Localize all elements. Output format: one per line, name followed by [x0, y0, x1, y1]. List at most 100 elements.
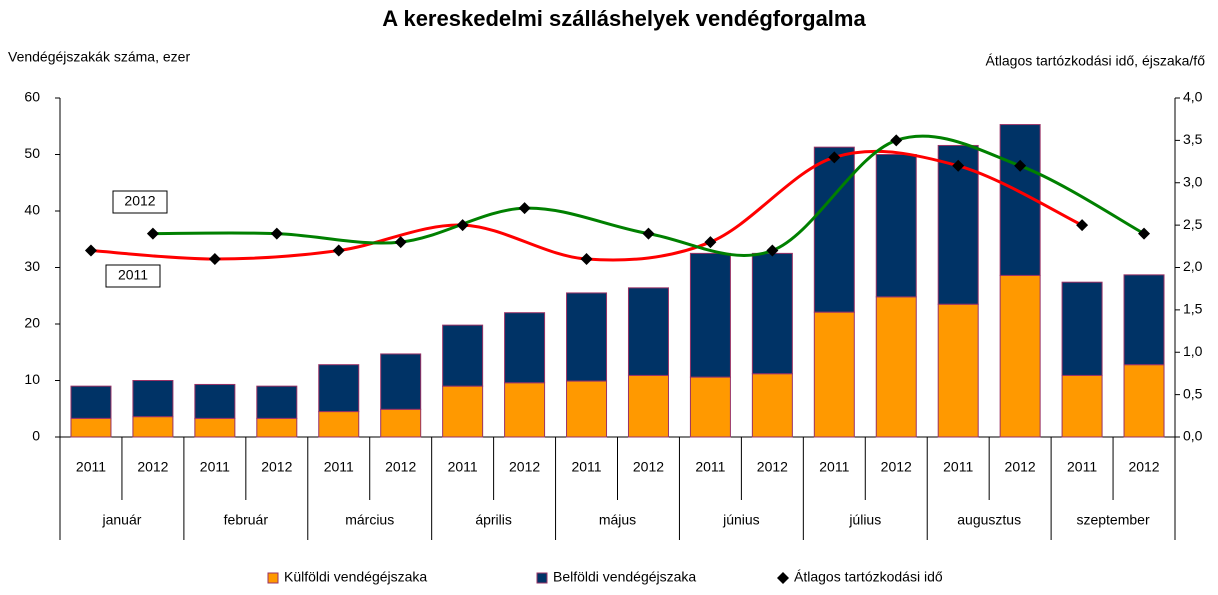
marker	[890, 134, 903, 147]
y-tick-label: 40	[24, 202, 40, 218]
bar-segment	[566, 292, 608, 382]
y2-tick-label: 0,5	[1183, 385, 1203, 401]
x-tick-label: 2012	[1005, 459, 1036, 475]
x-tick-label: 2012	[757, 459, 788, 475]
marker	[704, 236, 717, 249]
marker	[208, 253, 221, 266]
group-label: július	[848, 512, 881, 528]
marker	[270, 227, 283, 240]
bar-segment	[937, 144, 979, 305]
bar-segment	[504, 382, 546, 438]
y2-tick-label: 0,0	[1183, 428, 1203, 444]
y-tick-label: 10	[24, 371, 40, 387]
bar-segment	[380, 353, 422, 410]
y2-tick-label: 4,0	[1183, 89, 1203, 105]
bar-segment	[566, 380, 608, 438]
x-tick-label: 2012	[385, 459, 416, 475]
x-tick-label: 2012	[881, 459, 912, 475]
trend-line	[90, 149, 1083, 262]
x-tick-label: 2012	[1128, 459, 1159, 475]
y-tick-label: 20	[24, 315, 40, 331]
bar-segment	[256, 417, 298, 438]
marker	[1014, 159, 1027, 172]
bar-segment	[875, 154, 917, 298]
marker	[456, 219, 469, 232]
marker	[642, 227, 655, 240]
bar-segment	[380, 408, 422, 438]
chart-title: A kereskedelmi szálláshelyek vendégforga…	[382, 6, 866, 31]
group-label: január	[101, 512, 141, 528]
bar-segment	[689, 252, 731, 378]
bar-segment	[937, 303, 979, 438]
x-tick-label: 2011	[819, 459, 849, 475]
marker	[952, 159, 965, 172]
bar-segment	[194, 383, 236, 419]
legend-label: Átlagos tartózkodási idő	[794, 569, 943, 585]
bar-segment	[256, 385, 298, 419]
group-label: április	[475, 512, 512, 528]
bar-segment	[194, 417, 236, 438]
y2-tick-label: 2,5	[1183, 216, 1203, 232]
bar-segment	[318, 411, 360, 438]
bar-segment	[318, 364, 360, 413]
y-tick-label: 30	[24, 258, 40, 274]
x-tick-label: 2011	[571, 459, 601, 475]
x-tick-label: 2012	[633, 459, 664, 475]
legend-swatch	[536, 572, 548, 584]
bar-segment	[751, 252, 793, 375]
bar-segment	[1123, 364, 1165, 438]
legend-marker	[777, 572, 789, 584]
marker	[1076, 219, 1089, 232]
bar-segment	[132, 380, 174, 418]
x-tick-label: 2011	[695, 459, 725, 475]
bar-segment	[1061, 281, 1103, 376]
y2-tick-label: 2,0	[1183, 258, 1203, 274]
annotation: 2011	[118, 267, 148, 283]
annotation-box	[105, 264, 161, 288]
marker	[146, 227, 159, 240]
y-tick-label: 0	[32, 428, 40, 444]
bar-segment	[1123, 274, 1165, 366]
x-tick-label: 2011	[943, 459, 973, 475]
bar-segment	[504, 312, 546, 384]
bar-segment	[813, 146, 855, 313]
bar-segment	[1061, 374, 1103, 438]
bar-segment	[751, 373, 793, 438]
group-label: február	[224, 512, 269, 528]
group-label: június	[722, 512, 760, 528]
bar-segment	[442, 324, 484, 387]
y2-tick-label: 3,0	[1183, 173, 1203, 189]
x-tick-label: 2011	[1067, 459, 1097, 475]
bar-segment	[689, 376, 731, 438]
x-tick-label: 2011	[448, 459, 478, 475]
y-tick-label: 50	[24, 145, 40, 161]
x-tick-label: 2011	[324, 459, 354, 475]
marker	[1138, 227, 1151, 240]
bar-segment	[132, 416, 174, 438]
y-tick-label: 60	[24, 89, 40, 105]
group-label: május	[599, 512, 636, 528]
y2-tick-label: 3,5	[1183, 131, 1203, 147]
group-label: augusztus	[957, 512, 1021, 528]
x-tick-label: 2012	[509, 459, 540, 475]
legend-label: Külföldi vendégéjszaka	[284, 569, 427, 585]
bar-segment	[813, 311, 855, 438]
marker	[394, 236, 407, 249]
legend-label: Belföldi vendégéjszaka	[553, 569, 696, 585]
legend-swatch	[267, 572, 279, 584]
marker	[518, 202, 531, 215]
bar-segment	[627, 374, 669, 438]
x-tick-label: 2012	[137, 459, 168, 475]
x-tick-label: 2011	[200, 459, 230, 475]
x-tick-label: 2011	[76, 459, 106, 475]
marker	[580, 253, 593, 266]
bar-segment	[442, 385, 484, 438]
y2-tick-label: 1,5	[1183, 301, 1203, 317]
bar-segment	[70, 417, 112, 438]
annotation-box	[112, 190, 168, 214]
bar-segment	[627, 287, 669, 376]
annotation: 2012	[124, 193, 155, 209]
group-label: szeptember	[1076, 512, 1149, 528]
y2-tick-label: 1,0	[1183, 343, 1203, 359]
